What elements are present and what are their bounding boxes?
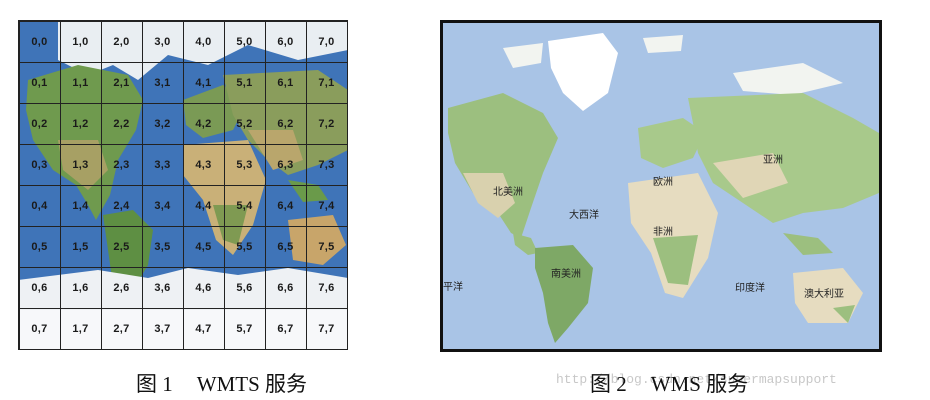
tile-label: 2,0 (100, 20, 143, 63)
tile-label: 1,4 (59, 184, 102, 227)
label-south-america: 南美洲 (551, 269, 581, 280)
tile-label: 4,2 (182, 102, 225, 145)
tile-label: 5,7 (223, 307, 266, 350)
figure2-caption-number: 图 2 (590, 372, 627, 396)
tile-label: 3,2 (141, 102, 184, 145)
tile-label: 7,5 (305, 225, 348, 268)
watermark-url: http://blog.csdn.net/supermapsupport (556, 372, 837, 387)
tile-label: 0,0 (18, 20, 61, 63)
tile-label: 7,2 (305, 102, 348, 145)
tile-label: 7,3 (305, 143, 348, 186)
tile-label: 3,1 (141, 61, 184, 104)
tile-grid: 0,0 1,0 2,0 3,0 4,0 5,0 6,0 7,0 0,1 1,1 2,1 3,1 4,1 5… (18, 20, 348, 350)
tile-label: 4,4 (182, 184, 225, 227)
rendered-world-map (443, 23, 879, 349)
tile-label: 0,3 (18, 143, 61, 186)
tile-label: 3,7 (141, 307, 184, 350)
tile-label: 5,4 (223, 184, 266, 227)
tile-label: 5,6 (223, 266, 266, 309)
label-australia: 澳大利亚 (804, 289, 844, 300)
tile-label: 6,5 (264, 225, 307, 268)
tile-label: 3,0 (141, 20, 184, 63)
wmts-tile-map: 0,0 1,0 2,0 3,0 4,0 5,0 6,0 7,0 0,1 1,1 2,1 3,1 4,1 5… (18, 20, 348, 350)
figure2-caption-text: WMS 服务 (650, 372, 749, 396)
tile-label: 6,0 (264, 20, 307, 63)
tile-label: 6,1 (264, 61, 307, 104)
tile-label: 5,2 (223, 102, 266, 145)
tile-label: 1,1 (59, 61, 102, 104)
tile-label: 4,5 (182, 225, 225, 268)
tile-label: 7,7 (305, 307, 348, 350)
tile-label: 0,6 (18, 266, 61, 309)
tile-label: 4,7 (182, 307, 225, 350)
label-asia: 亚洲 (763, 155, 783, 166)
figure1-caption: 图 1 WMTS 服务 (136, 368, 307, 398)
tile-label: 5,1 (223, 61, 266, 104)
label-pacific: 平洋 (443, 282, 463, 293)
tile-label: 1,6 (59, 266, 102, 309)
tile-label: 4,0 (182, 20, 225, 63)
tile-label: 0,5 (18, 225, 61, 268)
tile-label: 4,3 (182, 143, 225, 186)
tile-label: 3,4 (141, 184, 184, 227)
tile-label: 4,1 (182, 61, 225, 104)
tile-label: 2,4 (100, 184, 143, 227)
tile-label: 2,1 (100, 61, 143, 104)
label-indian-ocean: 印度洋 (735, 283, 765, 294)
label-atlantic: 大西洋 (569, 210, 599, 221)
tile-label: 6,7 (264, 307, 307, 350)
tile-label: 7,0 (305, 20, 348, 63)
figure1-caption-text: WMTS 服务 (196, 372, 307, 396)
tile-label: 2,2 (100, 102, 143, 145)
tile-label: 5,5 (223, 225, 266, 268)
tile-label: 7,4 (305, 184, 348, 227)
tile-label: 2,5 (100, 225, 143, 268)
tile-label: 1,3 (59, 143, 102, 186)
tile-label: 0,4 (18, 184, 61, 227)
tile-label: 1,2 (59, 102, 102, 145)
label-africa: 非洲 (653, 227, 673, 238)
tile-label: 5,3 (223, 143, 266, 186)
wms-map: 北美洲 欧洲 亚洲 大西洋 非洲 南美洲 平洋 印度洋 澳大利亚 (440, 20, 882, 352)
tile-label: 0,1 (18, 61, 61, 104)
tile-label: 4,6 (182, 266, 225, 309)
tile-label: 5,0 (223, 20, 266, 63)
tile-label: 0,2 (18, 102, 61, 145)
tile-label: 3,6 (141, 266, 184, 309)
tile-label: 3,3 (141, 143, 184, 186)
tile-label: 7,1 (305, 61, 348, 104)
tile-label: 6,6 (264, 266, 307, 309)
tile-label: 6,3 (264, 143, 307, 186)
tile-label: 2,7 (100, 307, 143, 350)
tile-label: 3,5 (141, 225, 184, 268)
tile-label: 7,6 (305, 266, 348, 309)
tile-label: 0,7 (18, 307, 61, 350)
tile-label: 1,7 (59, 307, 102, 350)
tile-label: 2,3 (100, 143, 143, 186)
figure1-caption-number: 图 1 (136, 372, 173, 396)
tile-label: 2,6 (100, 266, 143, 309)
label-europe: 欧洲 (653, 177, 673, 188)
tile-label: 6,2 (264, 102, 307, 145)
label-north-america: 北美洲 (493, 187, 523, 198)
tile-label: 1,5 (59, 225, 102, 268)
tile-label: 6,4 (264, 184, 307, 227)
tile-label: 1,0 (59, 20, 102, 63)
figure2-caption: 图 2 WMS 服务 (590, 368, 748, 398)
